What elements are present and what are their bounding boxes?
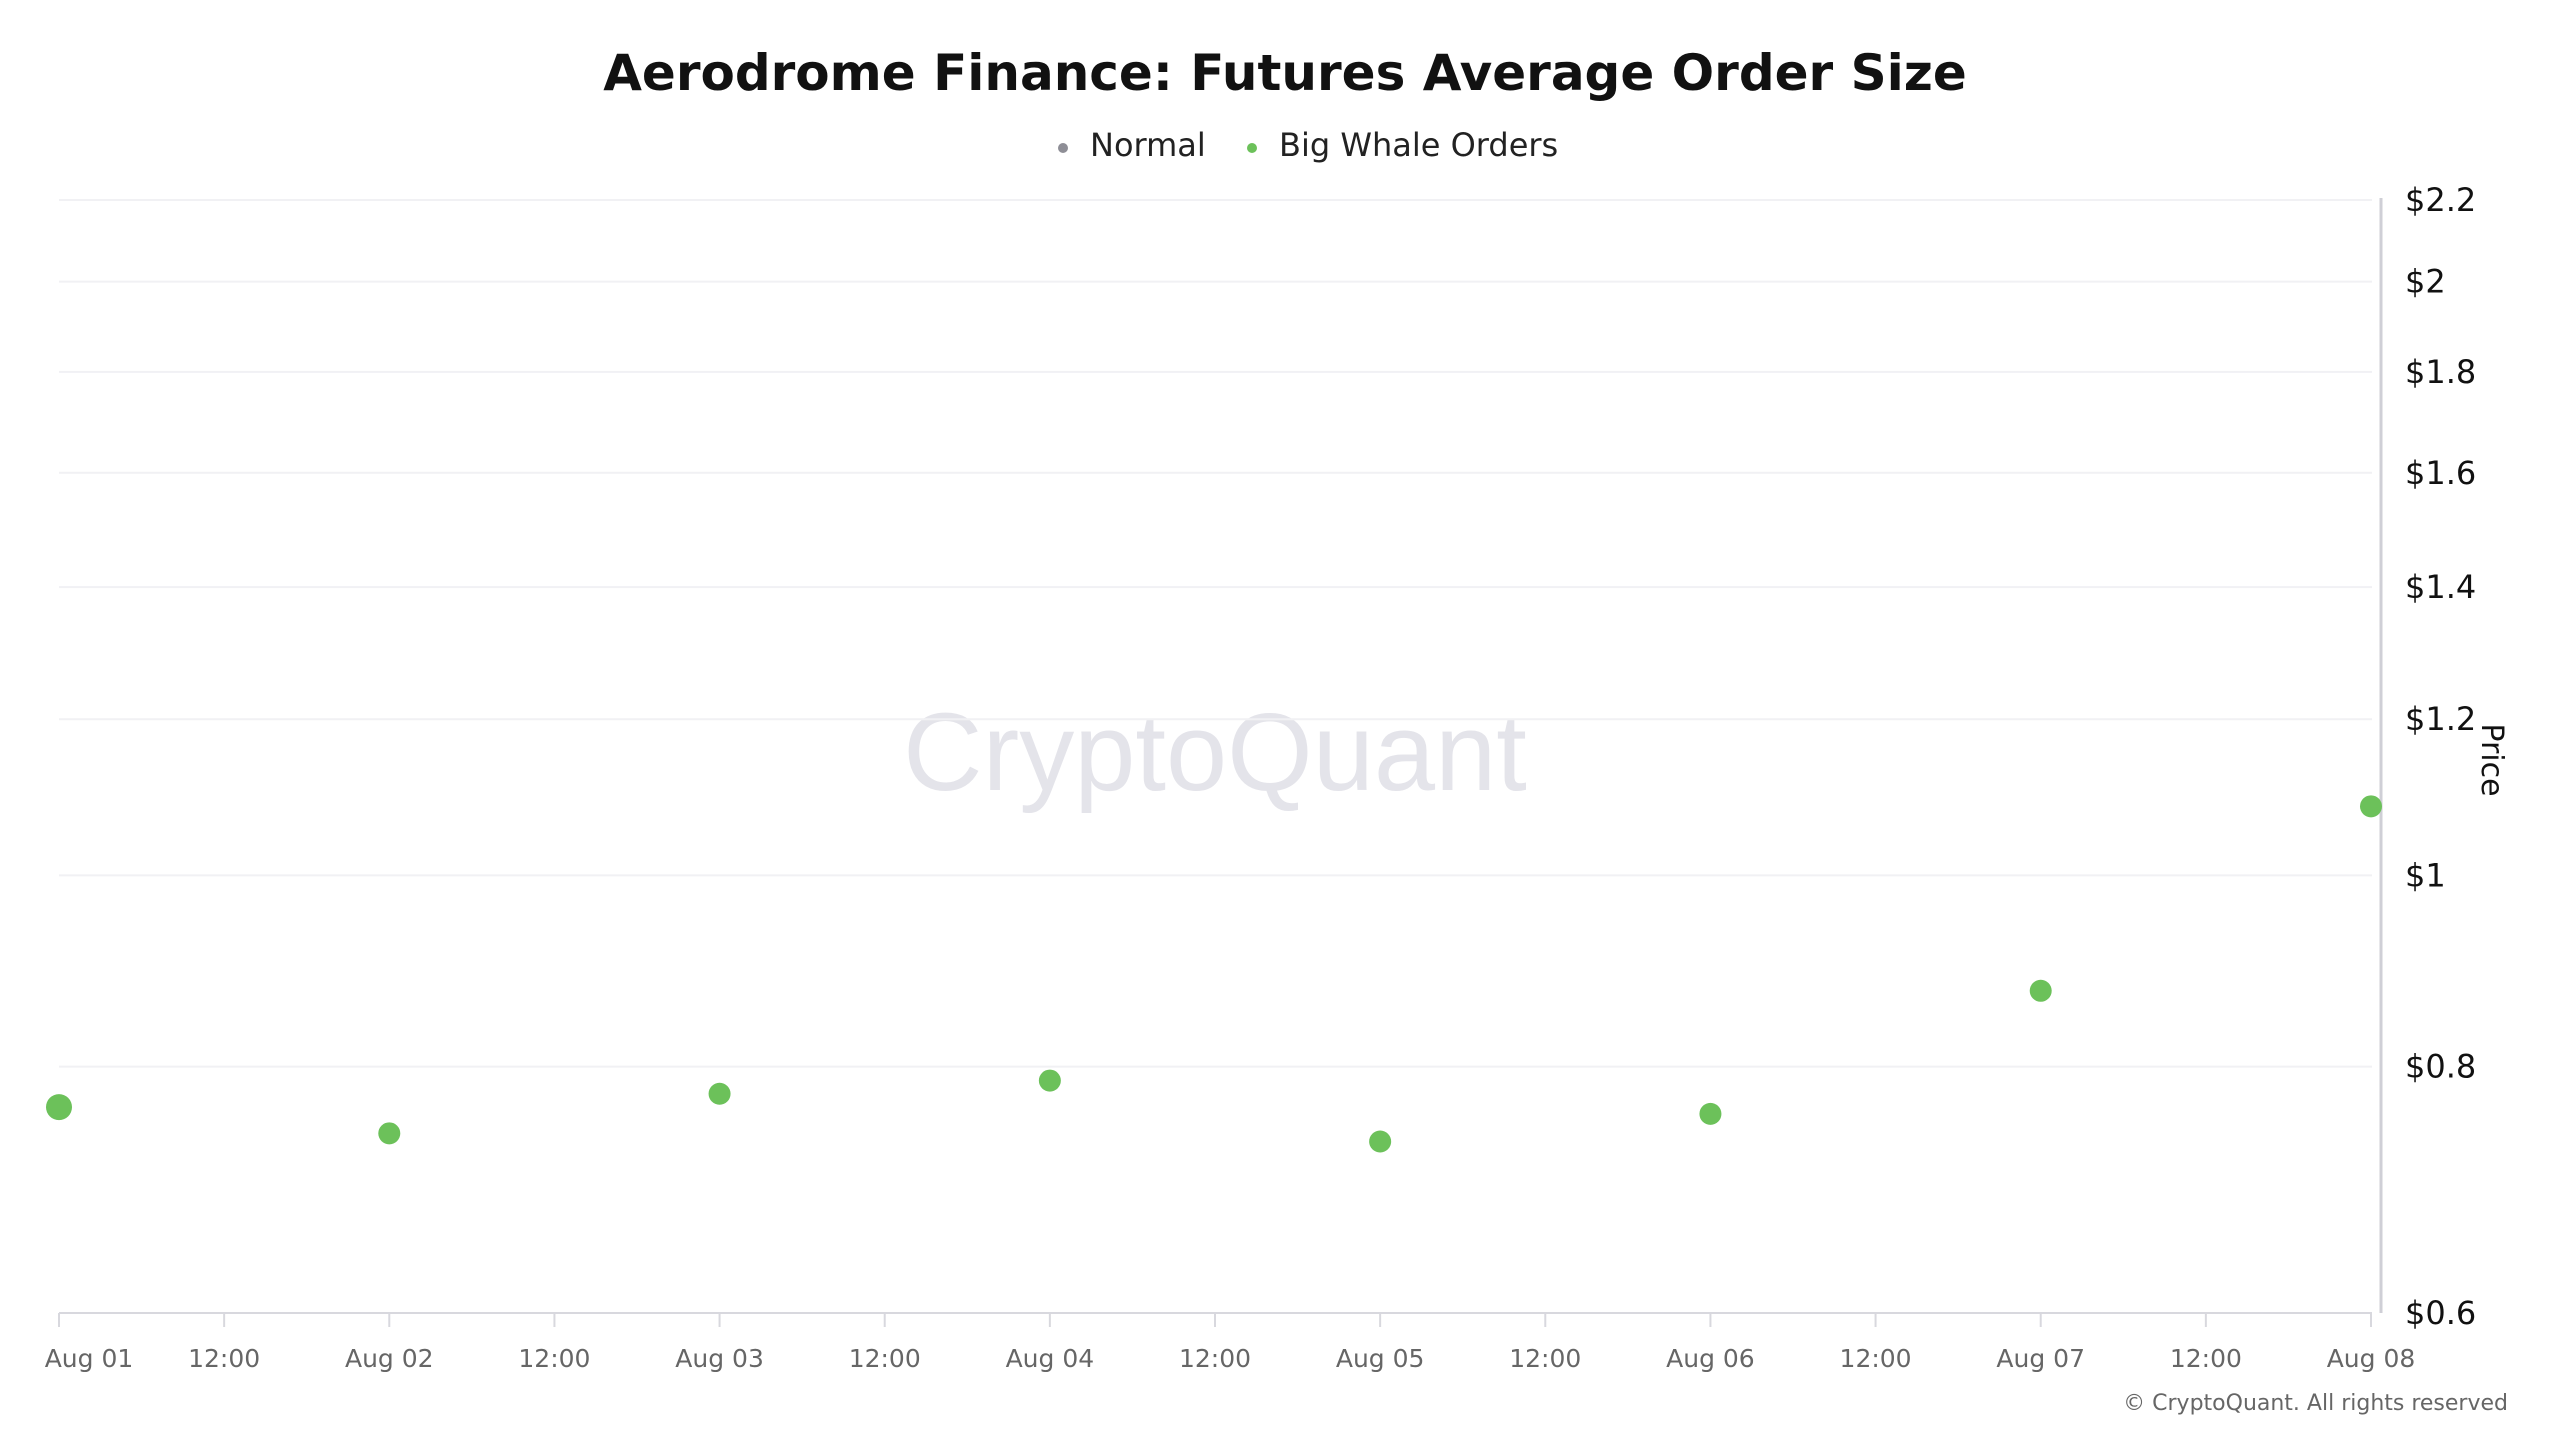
data-point-big-whale (1699, 1102, 1722, 1125)
legend-item-normal[interactable]: Normal (1058, 126, 1206, 164)
legend-label-big-whale: Big Whale Orders (1279, 126, 1558, 164)
x-tick-label: 12:00 (1840, 1344, 1912, 1373)
y-tick-label: $1 (2405, 856, 2446, 894)
x-tick-label: Aug 04 (1006, 1344, 1095, 1373)
data-point-big-whale (46, 1094, 72, 1121)
y-tick-label: $1.4 (2405, 568, 2476, 606)
x-tick-label: 12:00 (1179, 1344, 1251, 1373)
y-axis-label: Price (2474, 723, 2509, 796)
data-point-big-whale (1369, 1130, 1392, 1153)
y-tick-label: $1.8 (2405, 353, 2476, 391)
y-tick-label: $2.2 (2405, 181, 2476, 219)
x-tick-label: Aug 03 (675, 1344, 764, 1373)
y-tick-label: $1.6 (2405, 454, 2476, 492)
x-tick-label: Aug 06 (1666, 1344, 1755, 1373)
x-tick-label: Aug 07 (1996, 1344, 2085, 1373)
legend: Normal Big Whale Orders (1058, 126, 1558, 164)
legend-marker-normal (1058, 143, 1068, 153)
data-point-big-whale (2029, 979, 2052, 1002)
legend-marker-big-whale (1247, 143, 1257, 153)
x-tick-label: Aug 08 (2327, 1344, 2416, 1373)
x-tick-label: 12:00 (188, 1344, 260, 1373)
legend-item-big-whale-orders[interactable]: Big Whale Orders (1247, 126, 1558, 164)
data-point-big-whale (708, 1082, 731, 1105)
y-tick-label: $0.6 (2405, 1294, 2476, 1332)
copyright-credit: © CryptoQuant. All rights reserved (2123, 1391, 2508, 1416)
x-tick-label: 12:00 (1509, 1344, 1581, 1373)
x-tick-label: 12:00 (518, 1344, 590, 1373)
legend-label-normal: Normal (1090, 126, 1206, 164)
data-point-big-whale (378, 1122, 401, 1145)
x-tick-label: Aug 05 (1336, 1344, 1425, 1373)
x-tick-label: 12:00 (849, 1344, 921, 1373)
watermark: CryptoQuant (903, 691, 1527, 814)
chart-title: Aerodrome Finance: Futures Average Order… (603, 44, 1967, 102)
data-point-big-whale (2360, 795, 2382, 818)
x-tick-label: Aug 01 (45, 1344, 134, 1373)
y-tick-label: $2 (2405, 263, 2446, 301)
x-tick-label: Aug 02 (345, 1344, 434, 1373)
y-tick-label: $0.8 (2405, 1048, 2476, 1086)
y-tick-label: $1.2 (2405, 700, 2476, 738)
x-tick-label: 12:00 (2170, 1344, 2242, 1373)
data-point-big-whale (1038, 1069, 1061, 1092)
